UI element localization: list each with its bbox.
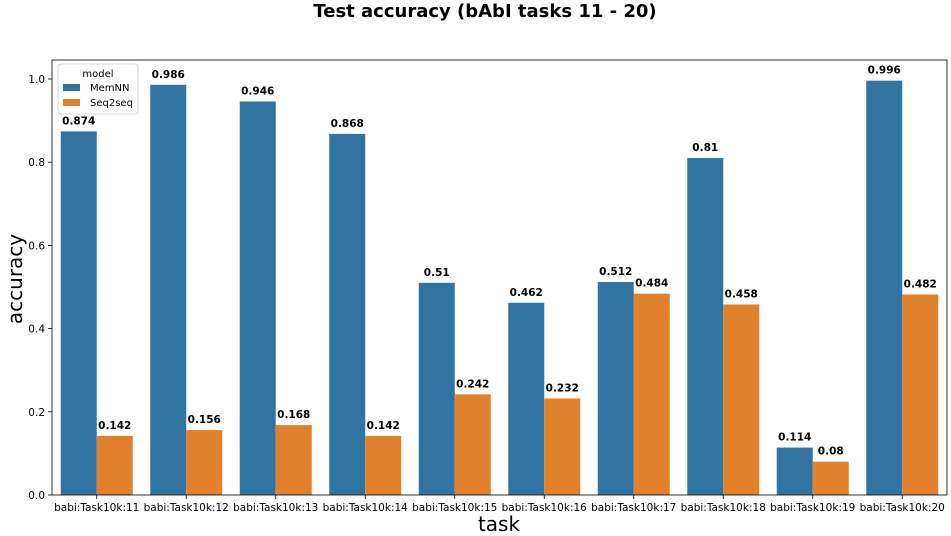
- bar-memnn-5: [418, 282, 455, 495]
- legend-title: model: [82, 69, 113, 80]
- y-tick-label: 0.8: [28, 157, 45, 169]
- bar-seq2seq-1: [96, 435, 133, 495]
- bar-seq2seq-6: [544, 398, 581, 495]
- x-tick-label: babi:Task10k:15: [412, 502, 497, 514]
- bar-memnn-2: [150, 84, 187, 495]
- bar-seq2seq-2: [186, 430, 223, 495]
- data-label-memnn-1: 0.874: [62, 115, 95, 127]
- legend-label-memnn: MemNN: [90, 83, 129, 94]
- plot-frame: [51, 59, 948, 496]
- data-label-seq2seq-7: 0.484: [635, 278, 668, 290]
- y-tick-label: 0.4: [28, 324, 45, 336]
- bar-memnn-4: [329, 133, 366, 496]
- x-axis-label: task: [478, 512, 521, 536]
- data-label-memnn-7: 0.512: [599, 266, 632, 278]
- bar-memnn-1: [60, 131, 97, 495]
- data-label-memnn-5: 0.51: [424, 267, 450, 279]
- data-label-memnn-2: 0.986: [152, 69, 185, 81]
- data-label-memnn-10: 0.996: [868, 65, 901, 77]
- data-label-seq2seq-9: 0.08: [818, 446, 844, 458]
- data-label-memnn-3: 0.946: [241, 85, 274, 97]
- data-label-seq2seq-4: 0.142: [367, 420, 400, 432]
- bar-memnn-8: [687, 158, 724, 496]
- x-tick-label: babi:Task10k:12: [144, 502, 229, 514]
- x-tick-label: babi:Task10k:17: [591, 502, 676, 514]
- data-label-memnn-9: 0.114: [778, 432, 811, 444]
- data-label-seq2seq-5: 0.242: [456, 378, 489, 390]
- y-tick-label: 0.0: [28, 490, 45, 502]
- legend: model MemNN Seq2seq: [57, 63, 139, 115]
- data-labels-group: 0.874 0.142 0.986 0.156 0.946 0.168 0.868 0.142…: [62, 65, 937, 458]
- x-tick-label: babi:Task10k:18: [681, 502, 766, 514]
- chart-title: Test accuracy (bAbI tasks 11 - 20): [313, 1, 656, 22]
- data-label-seq2seq-8: 0.458: [725, 288, 758, 300]
- data-label-memnn-8: 0.81: [692, 142, 718, 154]
- data-label-memnn-6: 0.462: [510, 287, 543, 299]
- data-label-seq2seq-1: 0.142: [98, 420, 131, 432]
- bar-seq2seq-8: [723, 304, 760, 495]
- legend-swatch-memnn: [63, 84, 80, 91]
- legend-swatch-seq2seq: [63, 99, 80, 106]
- data-label-seq2seq-3: 0.168: [277, 409, 310, 421]
- bar-seq2seq-4: [365, 435, 402, 495]
- x-tick-label: babi:Task10k:13: [233, 502, 318, 514]
- y-tick-label: 1.0: [28, 74, 45, 86]
- bar-memnn-9: [776, 447, 813, 495]
- bar-seq2seq-10: [902, 294, 939, 495]
- legend-label-seq2seq: Seq2seq: [90, 98, 133, 109]
- bar-seq2seq-7: [633, 293, 670, 495]
- bar-memnn-6: [508, 302, 545, 495]
- y-tick-label: 0.6: [28, 240, 45, 252]
- y-tick-label: 0.2: [28, 407, 45, 419]
- bar-memnn-10: [866, 80, 903, 495]
- y-axis-label: accuracy: [3, 234, 27, 324]
- ticks-group: babi:Task10k:11 babi:Task10k:12 babi:Task1…: [28, 74, 945, 514]
- bars-group: [60, 80, 939, 496]
- bar-memnn-3: [239, 101, 276, 496]
- data-label-seq2seq-6: 0.232: [546, 382, 579, 394]
- x-tick-label: babi:Task10k:19: [770, 502, 855, 514]
- x-tick-label: babi:Task10k:20: [860, 502, 945, 514]
- bar-memnn-7: [597, 282, 634, 495]
- x-tick-label: babi:Task10k:14: [323, 502, 409, 514]
- data-label-seq2seq-2: 0.156: [188, 414, 221, 426]
- bar-seq2seq-5: [454, 394, 491, 495]
- data-label-seq2seq-10: 0.482: [904, 278, 937, 290]
- bar-seq2seq-3: [275, 425, 312, 495]
- data-label-memnn-4: 0.868: [331, 118, 364, 130]
- bar-seq2seq-9: [812, 461, 849, 495]
- x-tick-label: babi:Task10k:16: [502, 502, 588, 514]
- x-tick-label: babi:Task10k:11: [54, 502, 139, 514]
